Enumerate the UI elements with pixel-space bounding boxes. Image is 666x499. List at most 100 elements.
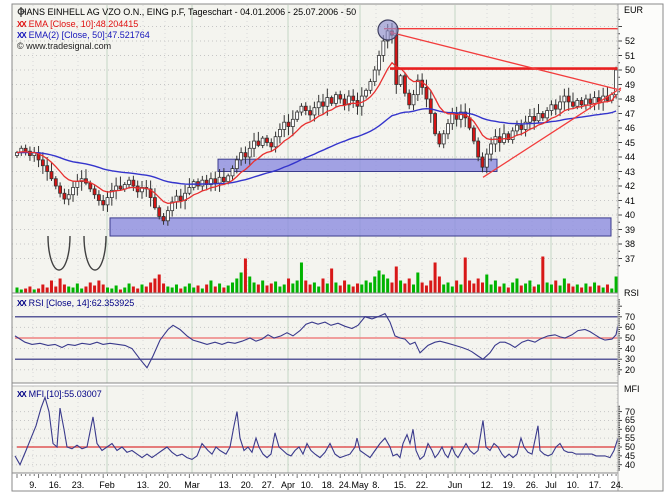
- chart-title: HANS EINHELL AG VZO O.N., EING p.F, Tage…: [20, 7, 357, 17]
- x-axis-day-label: 18.: [321, 480, 335, 490]
- price-tick-label: 47: [625, 108, 636, 119]
- rsi-line[interactable]: [14, 312, 619, 369]
- price-axis-unit: EUR: [624, 5, 644, 15]
- x-axis-day-label: 22.: [415, 480, 429, 490]
- rsi-tick-label: 50: [625, 333, 636, 343]
- x-axis-month-label: May: [351, 480, 369, 490]
- x-axis-day-label: 16.: [48, 480, 62, 490]
- mfi-line[interactable]: [14, 395, 619, 466]
- x-axis-day-label: 8.: [372, 480, 380, 490]
- bottom-arc[interactable]: [83, 235, 107, 271]
- price-tick-label: 45: [625, 137, 636, 148]
- mfi-tick-label: 70: [625, 406, 636, 417]
- x-axis-day-label: 24.: [338, 480, 352, 490]
- mfi-legend-text: MFI [10]:55.03007: [28, 389, 102, 399]
- volume-series: [15, 256, 618, 293]
- price-tick-label: 48: [625, 94, 636, 104]
- x-axis-month-label: Feb: [99, 480, 115, 490]
- x-axis-month-label: Mar: [184, 480, 200, 490]
- price-tick-label: 51: [625, 50, 636, 61]
- x-axis-day-label: 10.: [566, 480, 580, 490]
- mfi-tick-label: 60: [625, 424, 636, 435]
- rsi-axis-unit: RSI: [624, 288, 640, 298]
- rsi-tick-label: 70: [625, 311, 636, 322]
- ema50-legend-text: EMA(2) [Close, 50]:47.521764: [28, 30, 150, 40]
- indicator-icon: XX: [17, 31, 27, 40]
- price-tick-label: 44: [625, 152, 636, 162]
- chart-title-row: HANS EINHELL AG VZO O.N., EING p.F, Tage…: [17, 7, 356, 17]
- rsi-pane[interactable]: [12, 296, 618, 383]
- drawing-annotations: [377, 19, 622, 178]
- ema10: [16, 61, 617, 204]
- x-axis-day-label: 15.: [393, 480, 407, 490]
- x-axis-day-label: 13.: [218, 480, 232, 490]
- price-tick-label: 39: [625, 224, 636, 235]
- x-axis-day-label: 9.: [29, 480, 37, 490]
- mfi-axis-unit: MFI: [624, 384, 640, 394]
- ema50: [16, 107, 617, 185]
- mfi-legend[interactable]: XX MFI [10]:55.03007: [17, 389, 102, 400]
- x-axis-day-label: 23.: [71, 480, 85, 490]
- price-tick-label: 40: [625, 210, 636, 220]
- ema10-legend-text: EMA [Close, 10]:48.204415: [28, 19, 139, 29]
- mfi-tick-label: 45: [625, 450, 636, 461]
- x-axis-month-label: Apr: [280, 480, 295, 490]
- ema10-line[interactable]: [16, 61, 617, 204]
- bottom-arc-annotations: [47, 235, 107, 271]
- x-axis-day-label: 17.: [588, 480, 602, 490]
- x-axis-day-label: 20.: [158, 480, 172, 490]
- copyright-label: © www.tradesignal.com: [17, 41, 111, 51]
- price-tick-label: 50: [625, 65, 636, 75]
- trendline[interactable]: [389, 31, 622, 91]
- ema50-legend[interactable]: XX EMA(2) [Close, 50]:47.521764: [17, 30, 150, 41]
- mfi-panel: [14, 395, 619, 466]
- price-tick-label: 49: [625, 79, 636, 90]
- x-axis-day-label: 13.: [136, 480, 150, 490]
- price-tick-label: 46: [625, 123, 636, 133]
- chart-frame: [11, 3, 664, 492]
- x-axis-day-label: 10.: [300, 480, 314, 490]
- rsi-panel: [14, 312, 619, 369]
- rsi-tick-label: 40: [625, 343, 636, 354]
- support-band[interactable]: [217, 158, 498, 173]
- indicator-icon: XX: [17, 20, 27, 29]
- copyright-text: © www.tradesignal.com: [17, 41, 112, 51]
- ema50-line[interactable]: [16, 107, 617, 185]
- indicator-icon: XX: [17, 299, 27, 308]
- support-resistance-bands: [109, 158, 612, 237]
- mfi-tick-label: 55: [625, 433, 636, 444]
- price-tick-label: 42: [625, 181, 636, 191]
- rsi-tick-label: 60: [625, 322, 636, 333]
- price-tick-label: 41: [625, 195, 636, 206]
- peak-ellipse[interactable]: [377, 19, 399, 41]
- bottom-arc[interactable]: [47, 235, 71, 271]
- mfi-tick-label: 40: [625, 459, 636, 470]
- x-axis-day-label: 12.: [480, 480, 494, 490]
- ema10-legend[interactable]: XX EMA [Close, 10]:48.204415: [17, 19, 138, 30]
- mfi-pane[interactable]: [12, 386, 618, 473]
- pane-backgrounds: [12, 4, 663, 491]
- x-axis-day-label: 27.: [261, 480, 275, 490]
- support-band[interactable]: [109, 217, 612, 237]
- price-tick-label: 37: [625, 253, 636, 264]
- rsi-legend-text: RSI [Close, 14]:62.353925: [28, 298, 135, 308]
- x-axis-day-label: 20.: [240, 480, 254, 490]
- rsi-tick-label: 30: [625, 354, 636, 365]
- price-tick-label: 52: [625, 36, 636, 46]
- rsi-tick-label: 20: [625, 364, 636, 375]
- scale-column[interactable]: [618, 4, 663, 491]
- trendline[interactable]: [482, 87, 622, 178]
- mfi-tick-label: 50: [625, 442, 636, 452]
- rsi-legend[interactable]: XX RSI [Close, 14]:62.353925: [17, 298, 134, 309]
- price-tick-label: 38: [625, 239, 636, 249]
- price-tick-label: 43: [625, 166, 636, 177]
- x-axis-month-label: Jun: [447, 480, 463, 490]
- indicator-icon: XX: [17, 390, 27, 399]
- mfi-tick-label: 65: [625, 415, 636, 426]
- x-axis-day-label: 26.: [525, 480, 539, 490]
- x-axis-month-label: Jul: [545, 480, 557, 490]
- price-pane[interactable]: [12, 4, 618, 293]
- x-axis-day-label: 24.: [610, 480, 624, 490]
